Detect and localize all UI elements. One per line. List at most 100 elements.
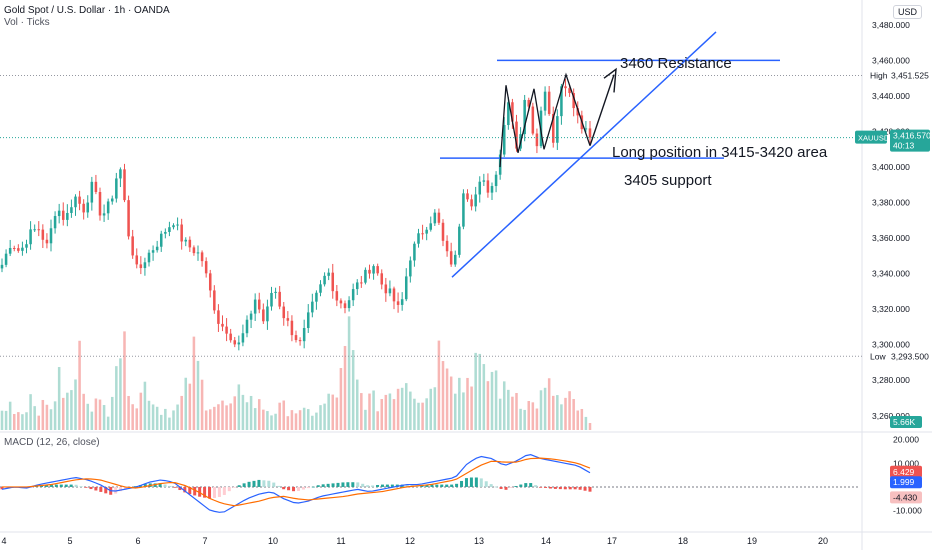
volume-bar bbox=[208, 409, 212, 430]
macd-histogram-bar bbox=[296, 486, 300, 491]
candle-body bbox=[66, 212, 69, 220]
macd-histogram-bar bbox=[548, 486, 552, 489]
macd-histogram-bar bbox=[69, 484, 73, 487]
candle-body bbox=[98, 191, 102, 216]
volume-bar bbox=[502, 381, 506, 430]
candle-body bbox=[478, 181, 482, 195]
volume-bar bbox=[282, 400, 286, 430]
candle-body bbox=[523, 99, 526, 135]
last-price-value: 3,416.570 bbox=[893, 131, 931, 141]
candle-body bbox=[372, 266, 375, 274]
volume-bar bbox=[184, 377, 188, 430]
macd-histogram-bar bbox=[173, 486, 177, 488]
candle-body bbox=[204, 261, 208, 274]
support-annotation: 3405 support bbox=[624, 172, 712, 189]
candle-body bbox=[343, 303, 347, 309]
time-tick-label: 18 bbox=[678, 536, 688, 546]
macd-histogram-bar bbox=[455, 483, 459, 487]
candle-body bbox=[49, 228, 53, 244]
volume-indicator-label[interactable]: Vol · Ticks bbox=[4, 17, 50, 28]
currency-button[interactable]: USD bbox=[892, 5, 922, 19]
macd-histogram-bar bbox=[178, 486, 182, 491]
volume-bar bbox=[294, 413, 298, 430]
symbol-badge-text: XAUUSD bbox=[858, 134, 890, 143]
macd-tick-label: 10.000 bbox=[893, 458, 919, 468]
volume-bar bbox=[547, 378, 551, 430]
volume-bar bbox=[278, 402, 281, 430]
price-tick-label: 3,340.000 bbox=[872, 269, 910, 279]
volume-bar bbox=[66, 392, 69, 430]
volume-bar bbox=[70, 390, 73, 430]
candle-body bbox=[311, 301, 314, 313]
volume-bar bbox=[204, 410, 208, 430]
macd-histogram-bar bbox=[99, 486, 103, 492]
candle-body bbox=[331, 272, 335, 292]
volume-bar bbox=[572, 399, 575, 430]
low-value: 3,293.500 bbox=[891, 351, 929, 361]
macd-histogram-bar bbox=[336, 482, 340, 487]
macd-histogram-bar bbox=[272, 482, 276, 487]
volume-bar bbox=[376, 411, 379, 430]
macd-histogram-bar bbox=[242, 483, 246, 487]
candle-body bbox=[225, 326, 228, 334]
candle-body bbox=[164, 231, 167, 234]
candle-body bbox=[290, 320, 294, 336]
volume-bar bbox=[404, 383, 408, 430]
macd-histogram-bar bbox=[568, 486, 572, 490]
signal-line bbox=[2, 457, 591, 507]
macd-histogram-bar bbox=[425, 484, 429, 487]
candle-body bbox=[221, 323, 224, 327]
macd-histogram-bar bbox=[450, 484, 454, 487]
candle-body bbox=[494, 174, 498, 187]
candle-body bbox=[453, 254, 457, 265]
candle-body bbox=[502, 125, 506, 155]
candle-body bbox=[257, 299, 261, 310]
bar-countdown: 40:13 bbox=[893, 141, 915, 151]
trendline bbox=[451, 31, 717, 278]
candle-body bbox=[106, 201, 110, 214]
price-tick-label: 3,380.000 bbox=[872, 198, 910, 208]
candle-body bbox=[535, 133, 539, 147]
volume-bar bbox=[429, 388, 433, 430]
candle-body bbox=[437, 212, 441, 223]
volume-bar bbox=[8, 401, 12, 430]
time-tick-label: 4 bbox=[1, 536, 6, 546]
candle-body bbox=[139, 264, 143, 269]
time-tick-label: 17 bbox=[607, 536, 617, 546]
volume-bar bbox=[409, 391, 412, 430]
candle-body bbox=[323, 275, 326, 285]
candle-body bbox=[425, 229, 428, 234]
macd-histogram-bar bbox=[385, 484, 389, 487]
symbol-title[interactable]: Gold Spot / U.S. Dollar · 1h · OANDA bbox=[4, 5, 170, 16]
candle-body bbox=[119, 169, 122, 179]
zigzag-pattern bbox=[499, 72, 591, 168]
candle-body bbox=[376, 266, 379, 274]
macd-histogram-bar bbox=[203, 486, 207, 498]
candle-body bbox=[396, 301, 400, 305]
macd-histogram-bar bbox=[474, 477, 478, 487]
macd-histogram-bar bbox=[435, 484, 439, 487]
candle-body bbox=[445, 240, 449, 252]
macd-histogram-bar bbox=[84, 486, 88, 488]
time-tick-label: 10 bbox=[268, 536, 278, 546]
macd-indicator-label[interactable]: MACD (12, 26, close) bbox=[4, 437, 100, 448]
candle-body bbox=[245, 319, 249, 334]
candle-body bbox=[564, 86, 567, 89]
volume-bar bbox=[498, 398, 502, 430]
candle-body bbox=[208, 273, 212, 291]
volume-bar bbox=[82, 393, 85, 430]
macd-histogram-bar bbox=[331, 483, 335, 487]
volume-bar bbox=[221, 400, 224, 430]
macd-histogram-bar bbox=[484, 481, 488, 487]
macd-histogram-bar bbox=[366, 485, 370, 487]
macd-histogram-bar bbox=[405, 484, 409, 487]
candle-body bbox=[392, 288, 396, 302]
volume-bar bbox=[323, 403, 326, 430]
macd-histogram-bar bbox=[5, 486, 9, 489]
macd-histogram-bar bbox=[558, 486, 562, 490]
volume-bar bbox=[368, 393, 371, 430]
macd-histogram-bar bbox=[420, 485, 424, 487]
candle-body bbox=[155, 246, 159, 251]
volume-bar bbox=[441, 361, 445, 430]
